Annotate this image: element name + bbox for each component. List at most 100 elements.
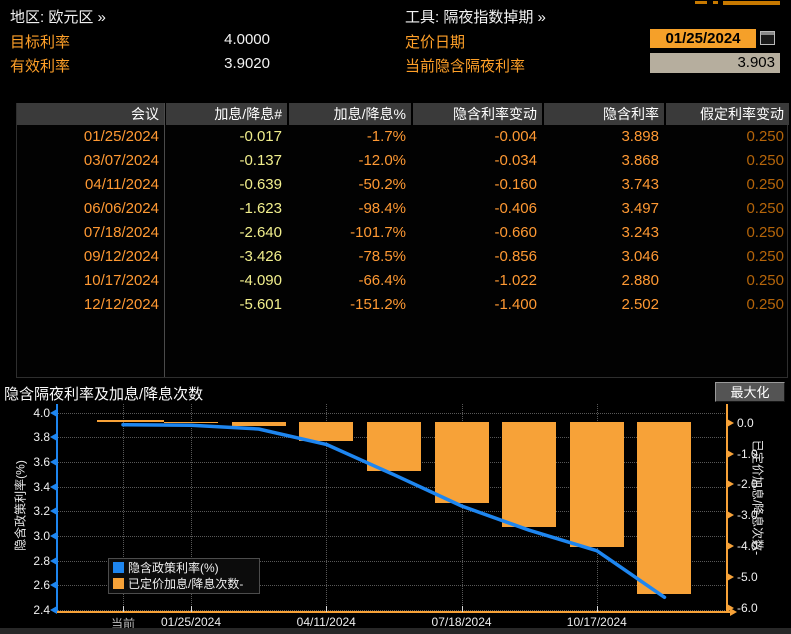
table-row[interactable]: 06/06/2024 -1.623 -98.4% -0.406 3.497 0.250 <box>17 197 787 221</box>
table-row[interactable]: 09/12/2024 -3.426 -78.5% -0.856 3.046 0.250 <box>17 245 787 269</box>
chart-title-bar: 隐含隔夜利率及加息/降息次数 最大化 <box>0 380 791 404</box>
right-axis-tick-label: -6.0 <box>737 600 758 615</box>
x-axis-tick-label: 07/18/2024 <box>431 615 492 629</box>
table-cell: 3.898 <box>621 128 659 145</box>
table-cell: -1.623 <box>239 200 282 217</box>
right-tick-icon <box>727 480 734 489</box>
left-axis-line <box>56 404 58 612</box>
left-tick-icon <box>50 408 57 417</box>
table-cell: 3.868 <box>621 152 659 169</box>
table-cell: -0.004 <box>494 128 537 145</box>
table-row[interactable]: 01/25/2024 -0.017 -1.7% -0.004 3.898 0.250 <box>17 125 787 149</box>
gridline-horizontal <box>57 486 727 488</box>
table-cell: -101.7% <box>350 224 406 241</box>
table-column-header: 加息/降息# <box>164 103 287 125</box>
chart-legend: 隐含政策利率(%) 已定价加息/降息次数- <box>108 558 260 594</box>
priced-cuts-bar <box>366 421 421 472</box>
pricing-date-label: 定价日期 <box>405 34 466 51</box>
table-cell: -1.7% <box>366 128 406 145</box>
right-axis-tick-label: -5.0 <box>737 569 758 584</box>
table-row[interactable]: 04/11/2024 -0.639 -50.2% -0.160 3.743 0.250 <box>17 173 787 197</box>
gridline-horizontal <box>57 511 727 513</box>
left-axis-tick-label: 2.6 <box>33 578 50 593</box>
chart-title: 隐含隔夜利率及加息/降息次数 <box>4 386 204 403</box>
legend-label: 已定价加息/降息次数- <box>128 577 244 591</box>
table-cell: 0.250 <box>746 176 784 193</box>
table-row[interactable]: 03/07/2024 -0.137 -12.0% -0.034 3.868 0.250 <box>17 149 787 173</box>
right-axis-tick-label: -3.0 <box>737 508 758 523</box>
left-tick-icon <box>50 556 57 565</box>
table-cell: -151.2% <box>350 296 406 313</box>
table-cell: -2.640 <box>239 224 282 241</box>
table-cell: -0.160 <box>494 176 537 193</box>
table-row[interactable]: 07/18/2024 -2.640 -101.7% -0.660 3.243 0.250 <box>17 221 787 245</box>
right-axis-title: 已定价加息/降息次数- <box>750 439 765 556</box>
right-tick-icon <box>727 449 734 458</box>
effective-rate-value: 3.9020 <box>224 55 270 72</box>
x-axis-tick-label: 当前 <box>110 617 136 631</box>
table-cell: -0.406 <box>494 200 537 217</box>
current-implied-label: 当前隐含隔夜利率 <box>405 58 526 75</box>
left-tick-icon <box>50 433 57 442</box>
left-axis-tick-label: 3.0 <box>33 528 50 543</box>
priced-cuts-bar <box>231 421 286 426</box>
tool-selector[interactable]: 工具: 隔夜指数掉期 » <box>405 9 546 26</box>
x-tick-icon <box>596 606 598 612</box>
left-axis-tick-label: 3.4 <box>33 479 50 494</box>
right-axis-tick-label: 0.0 <box>737 415 754 430</box>
table-cell: 3.497 <box>621 200 659 217</box>
x-tick-icon <box>326 606 328 612</box>
table-cell: -98.4% <box>358 200 406 217</box>
table-column-header: 假定利率变动 <box>664 103 789 125</box>
right-tick-icon <box>727 511 734 520</box>
table-row[interactable]: 12/12/2024 -5.601 -151.2% -1.400 2.502 0.250 <box>17 293 787 317</box>
left-axis-title: 隐含政策利率(%) <box>13 460 28 551</box>
region-selector[interactable]: 地区: 欧元区 » <box>10 9 106 26</box>
table-cell: -50.2% <box>358 176 406 193</box>
rate-chart: 4.0 3.8 3.6 3.4 3.2 3.0 2.8 2.6 2.4 0.0 -1.0 -2.0 -3… <box>0 404 791 634</box>
left-tick-icon <box>50 531 57 540</box>
table-cell: -0.660 <box>494 224 537 241</box>
target-rate-value: 4.0000 <box>224 31 270 48</box>
x-tick-icon <box>461 606 463 612</box>
bottom-axis-line <box>56 611 732 613</box>
left-tick-icon <box>50 581 57 590</box>
priced-cuts-bar <box>164 421 218 423</box>
left-tick-icon <box>50 482 57 491</box>
meeting-date-cell: 03/07/2024 <box>83 152 159 169</box>
table-cell: -0.856 <box>494 248 537 265</box>
right-axis-tick-label: -4.0 <box>737 538 758 553</box>
table-row[interactable]: 10/17/2024 -4.090 -66.4% -1.022 2.880 0.250 <box>17 269 787 293</box>
table-column-header: 会议 <box>17 103 164 125</box>
calendar-icon[interactable] <box>760 31 775 45</box>
legend-label: 隐含政策利率(%) <box>128 561 219 575</box>
x-axis-arrow-icon <box>730 608 737 616</box>
legend-item: 隐含政策利率(%) <box>113 561 259 575</box>
right-tick-icon <box>727 418 734 427</box>
table-cell: -5.601 <box>239 296 282 313</box>
priced-cuts-bar <box>434 421 489 503</box>
table-cell: -0.017 <box>239 128 282 145</box>
meeting-date-cell: 01/25/2024 <box>83 128 159 145</box>
table-cell: -0.137 <box>239 152 282 169</box>
table-header-row: 会议 加息/降息# 加息/降息% 隐含利率变动 隐含利率 假定利率变动 <box>17 103 789 125</box>
table-cell: 0.250 <box>746 272 784 289</box>
meetings-table: 会议 加息/降息# 加息/降息% 隐含利率变动 隐含利率 假定利率变动 01/25/202… <box>16 103 789 378</box>
column-divider <box>164 103 165 377</box>
left-axis-tick-label: 4.0 <box>33 405 50 420</box>
legend-item: 已定价加息/降息次数- <box>113 577 259 591</box>
pricing-date-input[interactable]: 01/25/2024 <box>650 29 756 48</box>
table-cell: -0.639 <box>239 176 282 193</box>
table-cell: -3.426 <box>239 248 282 265</box>
target-rate-label: 目标利率 <box>10 34 71 51</box>
maximize-button[interactable]: 最大化 <box>715 382 785 402</box>
table-cell: 0.250 <box>746 224 784 241</box>
x-axis-tick-label: 04/11/2024 <box>296 615 356 629</box>
left-tick-icon <box>50 457 57 466</box>
priced-cuts-zero-segment <box>97 419 164 422</box>
table-cell: 2.880 <box>621 272 659 289</box>
legend-swatch-icon <box>113 562 124 573</box>
table-column-header: 加息/降息% <box>287 103 411 125</box>
meeting-date-cell: 07/18/2024 <box>83 224 159 241</box>
table-cell: -4.090 <box>239 272 282 289</box>
